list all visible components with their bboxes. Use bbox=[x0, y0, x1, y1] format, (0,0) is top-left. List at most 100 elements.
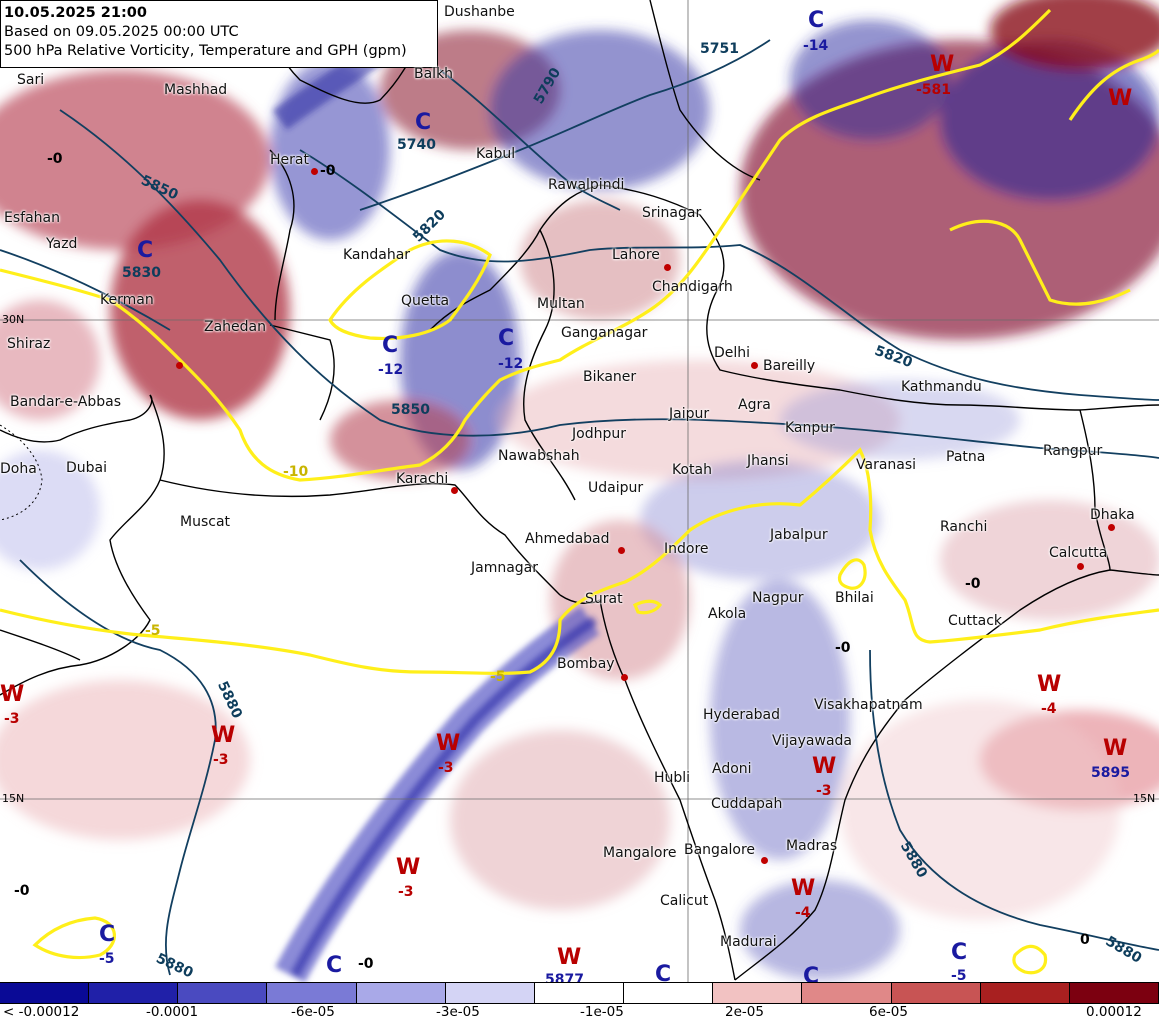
gph-label: 5850 bbox=[391, 402, 430, 418]
city-marker bbox=[761, 857, 768, 864]
city-label: Vijayawada bbox=[772, 733, 852, 749]
city-label: Sari bbox=[17, 72, 45, 88]
temp-label: -10 bbox=[283, 464, 309, 480]
system-letter: W bbox=[396, 855, 421, 880]
system-value: -14 bbox=[803, 38, 829, 54]
lat-lon-grid bbox=[0, 0, 1159, 982]
colorbar-swatch bbox=[713, 983, 803, 1003]
system-letter: C bbox=[951, 940, 968, 965]
city-label: Bareilly bbox=[763, 358, 816, 374]
system-value: -581 bbox=[916, 82, 952, 98]
city-marker bbox=[621, 674, 628, 681]
city-marker bbox=[311, 168, 318, 175]
system-value: -4 bbox=[795, 905, 811, 921]
system-letter: C bbox=[137, 238, 154, 263]
temp-label: -0 bbox=[965, 576, 981, 592]
based-on: Based on 09.05.2025 00:00 UTC bbox=[4, 24, 239, 40]
city-label: Jodhpur bbox=[572, 426, 626, 442]
city-label: Hubli bbox=[654, 770, 691, 786]
city-label: Karachi bbox=[396, 471, 449, 487]
system-letter: W bbox=[0, 682, 25, 707]
dotted-boundary bbox=[0, 424, 43, 521]
city-label: Surat bbox=[585, 591, 623, 607]
colorbar-tick-label: < -0.00012 bbox=[3, 1004, 80, 1020]
colorbar-swatch bbox=[980, 983, 1070, 1003]
colorbar-swatch bbox=[89, 983, 179, 1003]
colorbar-swatch bbox=[445, 983, 535, 1003]
system-value: -5 bbox=[99, 951, 115, 967]
colorbar-swatch bbox=[534, 983, 625, 1003]
city-marker bbox=[451, 487, 458, 494]
colorbar-swatch bbox=[1069, 983, 1159, 1003]
colorbar-labels: < -0.00012 -0.0001 -6e-05 -3e-05 -1e-05 … bbox=[0, 1003, 1159, 1023]
city-label: Varanasi bbox=[856, 457, 917, 473]
city-marker bbox=[618, 547, 625, 554]
colorbar-tick-label: -0.0001 bbox=[146, 1004, 199, 1020]
city-label: Kotah bbox=[672, 462, 712, 478]
temp-label: -0 bbox=[835, 640, 851, 656]
city-label: Ahmedabad bbox=[525, 531, 610, 547]
gph-label: 5740 bbox=[397, 137, 436, 153]
temp-label: -0 bbox=[358, 956, 374, 972]
colorbar-swatch bbox=[356, 983, 446, 1003]
city-label: Calcutta bbox=[1049, 545, 1108, 561]
city-label: Jhansi bbox=[747, 453, 789, 469]
city-label: Mangalore bbox=[603, 845, 677, 861]
city-label: Doha bbox=[0, 461, 37, 477]
colorbar-swatch bbox=[802, 983, 892, 1003]
city-marker bbox=[1077, 563, 1084, 570]
city-label: Multan bbox=[537, 296, 585, 312]
city-label: Delhi bbox=[714, 345, 751, 361]
colorbar-tick-label: 2e-05 bbox=[725, 1004, 764, 1020]
system-value: -12 bbox=[378, 362, 404, 378]
system-letter: W bbox=[1037, 672, 1062, 697]
city-label: Srinagar bbox=[642, 205, 702, 221]
city-marker bbox=[1108, 524, 1115, 531]
valid-time: 10.05.2025 21:00 bbox=[4, 5, 147, 21]
city-label: Bombay bbox=[557, 656, 615, 672]
city-label: Shiraz bbox=[7, 336, 51, 352]
city-label: Nagpur bbox=[752, 590, 804, 606]
system-value: -5 bbox=[951, 968, 967, 984]
city-label: Kathmandu bbox=[901, 379, 982, 395]
city-label: Madras bbox=[786, 838, 838, 854]
city-label: Udaipur bbox=[588, 480, 644, 496]
city-label: Kandahar bbox=[343, 247, 411, 263]
city-label: Dhaka bbox=[1090, 507, 1135, 523]
city-label: Ganganagar bbox=[561, 325, 648, 341]
vorticity-field bbox=[0, 0, 1159, 982]
system-letter: C bbox=[99, 922, 116, 947]
colorbar-tick-label: -6e-05 bbox=[291, 1004, 335, 1020]
colorbar-tick-label: 0.00012 bbox=[1086, 1004, 1142, 1020]
system-letter: W bbox=[791, 876, 816, 901]
city-marker bbox=[751, 362, 758, 369]
city-label: Zahedan bbox=[204, 319, 266, 335]
city-label: Muscat bbox=[180, 514, 231, 530]
city-label: Bangalore bbox=[684, 842, 756, 858]
city-label: Kanpur bbox=[785, 420, 835, 436]
system-letter: W bbox=[211, 723, 236, 748]
temp-label: -5 bbox=[490, 669, 506, 685]
system-value: -12 bbox=[498, 356, 524, 372]
temp-label: 0 bbox=[1080, 932, 1090, 948]
vorticity-shading bbox=[0, 0, 1159, 980]
city-label: Visakhapatnam bbox=[814, 697, 923, 713]
system-letter: C bbox=[655, 962, 672, 987]
city-label: Bandar-e-Abbas bbox=[10, 394, 122, 410]
temp-label: -0 bbox=[320, 163, 336, 179]
system-letter: C bbox=[382, 333, 399, 358]
lat-label: 30N bbox=[2, 313, 25, 326]
system-letter: W bbox=[812, 754, 837, 779]
gph-label: 5830 bbox=[122, 265, 161, 281]
city-label: Agra bbox=[738, 397, 771, 413]
city-label: Adoni bbox=[712, 761, 752, 777]
system-letter: C bbox=[498, 326, 515, 351]
city-label: Yazd bbox=[46, 236, 78, 252]
city-label: Jamnagar bbox=[471, 560, 539, 576]
city-label: Bhilai bbox=[835, 590, 874, 606]
header-box: 10.05.2025 21:00 Based on 09.05.2025 00:… bbox=[0, 0, 438, 68]
city-label: Herat bbox=[270, 152, 309, 168]
system-value: -3 bbox=[398, 884, 414, 900]
city-label: Balkh bbox=[414, 66, 454, 82]
